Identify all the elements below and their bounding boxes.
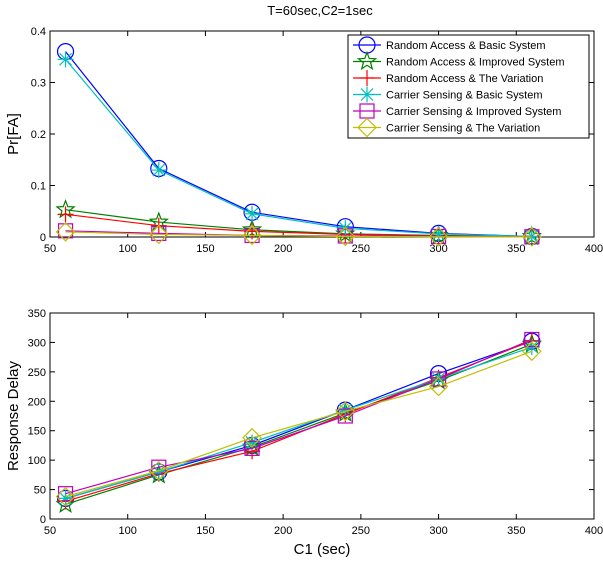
- y-tick-label: 150: [28, 426, 46, 438]
- data-point: [521, 341, 542, 362]
- x-tick-label: 250: [352, 243, 370, 255]
- data-point: [428, 376, 449, 397]
- series-line: [65, 231, 532, 238]
- series-line: [65, 343, 533, 505]
- y-tick-label: 0: [40, 232, 46, 244]
- data-point: [148, 460, 169, 481]
- data-point: [242, 225, 262, 246]
- y-tick-label: 100: [28, 455, 46, 467]
- legend-label: Random Access & Basic System: [386, 40, 546, 52]
- legend-item: Random Access & Basic System: [353, 36, 546, 54]
- legend-label: Carrier Sensing & The Variation: [386, 123, 540, 135]
- y-tick-label: 250: [28, 367, 46, 379]
- data-point: [57, 206, 74, 223]
- x-tick-label: 100: [119, 525, 137, 537]
- y-tick-label: 350: [28, 308, 46, 320]
- legend-label: Random Access & The Variation: [386, 73, 543, 85]
- y-tick-label: 0: [40, 514, 46, 526]
- x-tick-label: 400: [585, 243, 603, 255]
- data-point: [524, 331, 540, 348]
- axes-frame: [49, 312, 595, 520]
- data-point: [242, 427, 262, 448]
- x-tick-label: 350: [507, 525, 525, 537]
- series-2: [57, 206, 540, 245]
- legend-item: Carrier Sensing & The Variation: [353, 117, 540, 138]
- x-tick-label: 250: [352, 525, 370, 537]
- y-tick-label: 0.4: [31, 26, 46, 38]
- series-line: [65, 346, 533, 499]
- data-point: [151, 225, 167, 241]
- legend-label: Random Access & Improved System: [386, 57, 565, 69]
- data-point: [335, 226, 356, 247]
- data-point: [337, 408, 353, 424]
- legend-marker: [356, 50, 378, 71]
- x-tick-label: 150: [196, 525, 214, 537]
- y-axis-label: Response Delay: [5, 360, 22, 471]
- series-line: [65, 350, 533, 498]
- x-tick-label: 400: [585, 525, 603, 537]
- y-tick-label: 50: [34, 485, 46, 497]
- data-point: [57, 51, 74, 68]
- legend-item: Carrier Sensing & Basic System: [353, 86, 543, 103]
- legend-marker: [359, 70, 375, 86]
- legend-marker: [359, 86, 375, 103]
- x-tick-label: 200: [274, 525, 292, 537]
- legend-item: Random Access & The Variation: [353, 70, 543, 86]
- plot-response-delay: 50 100 150 200 250 300 350 40005010015020025030…: [5, 308, 603, 558]
- x-tick-label: 50: [44, 243, 56, 255]
- series-4: [57, 331, 540, 502]
- y-tick-label: 300: [28, 337, 46, 349]
- x-tick-label: 150: [196, 243, 214, 255]
- series-line: [65, 340, 533, 499]
- x-tick-label: 200: [274, 243, 292, 255]
- x-tick-label: 350: [507, 243, 525, 255]
- legend-box: [347, 34, 590, 139]
- series-5: [55, 222, 542, 247]
- y-tick-label: 200: [28, 396, 46, 408]
- legend-label: Carrier Sensing & Improved System: [386, 106, 561, 118]
- series-5: [55, 341, 542, 507]
- data-point: [55, 222, 76, 242]
- data-point: [335, 401, 356, 422]
- data-point: [430, 371, 447, 387]
- chart-title: T=60sec,C2=1sec: [267, 3, 373, 18]
- data-point: [244, 440, 260, 456]
- series-3: [57, 339, 540, 507]
- x-tick-label: 100: [119, 243, 137, 255]
- data-point: [244, 205, 261, 222]
- y-axis-label: Pr[FA]: [5, 113, 22, 155]
- y-tick-label: 0.1: [31, 181, 46, 193]
- y-tick-label: 0.2: [31, 129, 46, 141]
- y-tick-label: 0.3: [31, 78, 46, 90]
- series-2: [57, 332, 540, 510]
- data-point: [57, 486, 74, 502]
- x-tick-label: 300: [429, 243, 447, 255]
- x-axis-label: C1 (sec): [294, 541, 351, 558]
- data-point: [151, 459, 167, 475]
- data-point: [150, 162, 167, 179]
- x-tick-label: 300: [429, 525, 447, 537]
- data-point: [57, 223, 74, 239]
- data-point: [428, 226, 449, 247]
- legend-item: Random Access & Improved System: [353, 50, 565, 71]
- series-1: [55, 333, 543, 513]
- series-line: [65, 338, 533, 495]
- x-tick-label: 50: [44, 525, 56, 537]
- legend-marker: [357, 117, 377, 138]
- plot-pr-fa: 50 100 150 200 250 300 350 400 0 0.1 0.2 0.3 0.4 Pr[F…: [5, 26, 603, 255]
- legend-label: Carrier Sensing & Basic System: [386, 90, 543, 102]
- series-line: [65, 58, 532, 238]
- data-point: [55, 486, 76, 507]
- legend: Random Access & Basic System Random Acces…: [347, 34, 590, 139]
- data-point: [148, 224, 169, 245]
- data-point: [521, 227, 542, 247]
